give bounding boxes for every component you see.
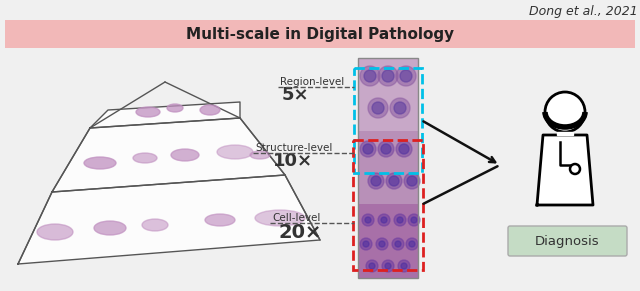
Text: Dong et al., 2021: Dong et al., 2021 [529,5,638,18]
Circle shape [362,214,374,226]
Circle shape [400,70,412,82]
Circle shape [390,98,410,118]
Circle shape [363,144,373,154]
Ellipse shape [255,210,305,226]
Circle shape [382,70,394,82]
Ellipse shape [142,219,168,231]
Circle shape [360,238,372,250]
Circle shape [378,141,394,157]
Circle shape [378,214,390,226]
Ellipse shape [167,104,183,112]
Circle shape [409,241,415,247]
Polygon shape [557,132,573,135]
Circle shape [376,238,388,250]
Circle shape [363,241,369,247]
Ellipse shape [250,151,270,159]
Text: Cell-level: Cell-level [272,213,321,223]
Circle shape [396,66,416,86]
Circle shape [396,141,412,157]
Circle shape [381,144,391,154]
Polygon shape [52,118,285,192]
Circle shape [369,263,375,269]
Circle shape [360,141,376,157]
Circle shape [366,260,378,272]
Bar [358,58,418,131]
Text: Region-level: Region-level [280,77,344,87]
Text: 10×: 10× [273,152,313,170]
Polygon shape [90,102,240,128]
Bar [353,140,423,270]
Circle shape [406,238,418,250]
Circle shape [411,217,417,223]
Circle shape [365,217,371,223]
Bar [358,58,418,278]
Circle shape [372,102,384,114]
Circle shape [392,238,404,250]
Circle shape [404,173,420,189]
Bar [5,20,635,48]
Circle shape [378,66,398,86]
Ellipse shape [200,105,220,115]
Ellipse shape [171,149,199,161]
Text: Structure-level: Structure-level [255,143,332,153]
Circle shape [394,214,406,226]
Text: 20×: 20× [278,223,321,242]
Circle shape [407,176,417,186]
Circle shape [397,217,403,223]
Circle shape [360,66,380,86]
Circle shape [371,176,381,186]
Circle shape [394,102,406,114]
Text: 5×: 5× [282,86,310,104]
Ellipse shape [94,221,126,235]
Bar [358,131,418,204]
Circle shape [545,92,585,132]
Ellipse shape [136,107,160,117]
Text: Multi-scale in Digital Pathology: Multi-scale in Digital Pathology [186,28,454,42]
Polygon shape [537,135,593,205]
Circle shape [381,217,387,223]
Ellipse shape [133,153,157,163]
Circle shape [364,70,376,82]
Bar [358,204,418,278]
Circle shape [368,173,384,189]
Circle shape [398,260,410,272]
Circle shape [386,173,402,189]
Circle shape [399,144,409,154]
Circle shape [395,241,401,247]
Circle shape [408,214,420,226]
Circle shape [382,260,394,272]
Ellipse shape [84,157,116,169]
Ellipse shape [205,214,235,226]
Bar [354,68,422,173]
Circle shape [570,164,580,174]
Ellipse shape [217,145,253,159]
Circle shape [379,241,385,247]
Circle shape [385,263,391,269]
Text: Diagnosis: Diagnosis [535,235,600,248]
Polygon shape [18,175,320,264]
Ellipse shape [37,224,73,240]
Circle shape [389,176,399,186]
Circle shape [368,98,388,118]
FancyBboxPatch shape [508,226,627,256]
Circle shape [401,263,407,269]
